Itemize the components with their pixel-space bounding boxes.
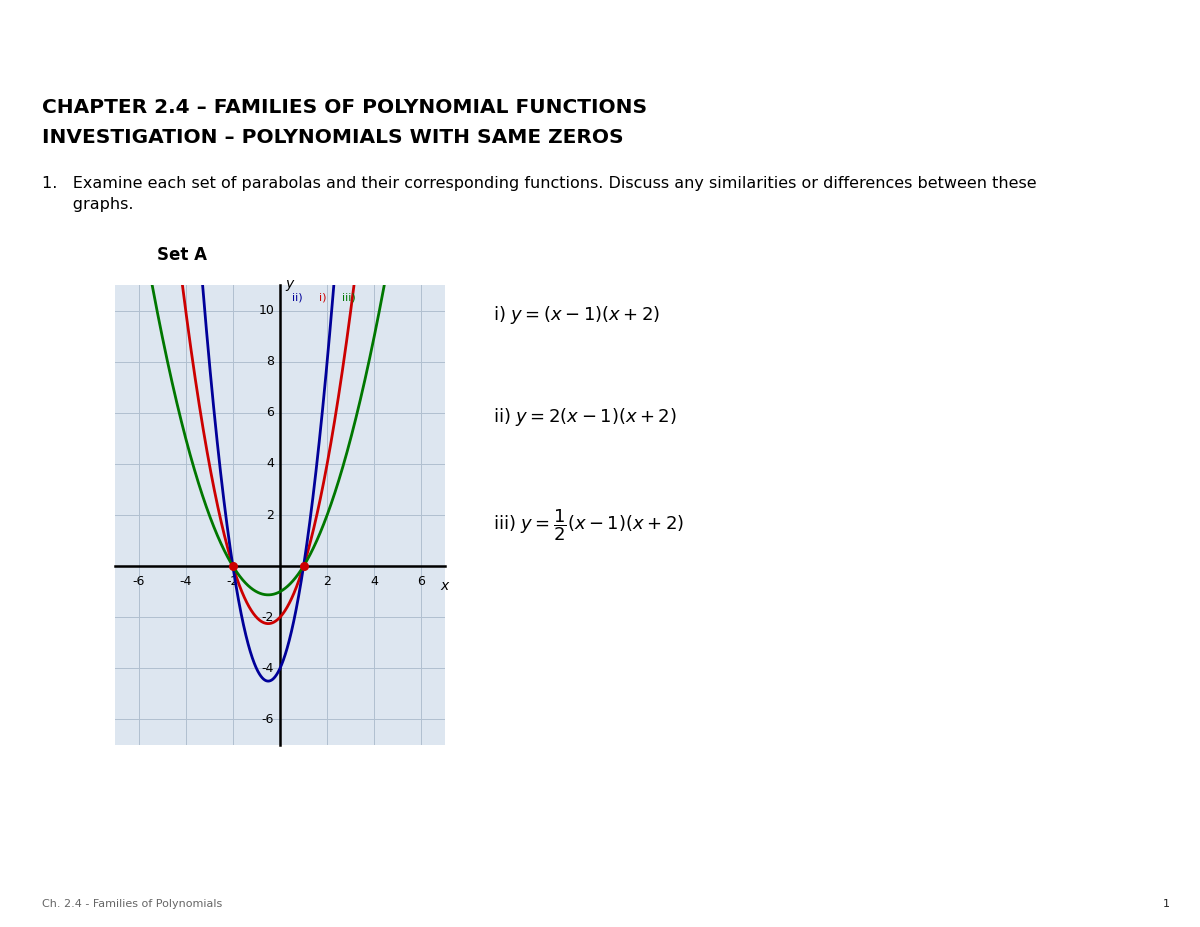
Text: ii) $y = 2(x - 1)(x + 2)$: ii) $y = 2(x - 1)(x + 2)$ xyxy=(493,405,677,427)
Text: $x$: $x$ xyxy=(439,578,450,593)
Text: -4: -4 xyxy=(180,575,192,588)
Text: Set A: Set A xyxy=(157,246,208,264)
Text: iii) $y = \dfrac{1}{2}(x - 1)(x + 2)$: iii) $y = \dfrac{1}{2}(x - 1)(x + 2)$ xyxy=(493,507,684,543)
Text: -4: -4 xyxy=(262,662,274,675)
Text: -6: -6 xyxy=(132,575,145,588)
Text: -2: -2 xyxy=(262,611,274,624)
Text: ii): ii) xyxy=(292,293,302,303)
Text: $y$: $y$ xyxy=(284,277,295,293)
Text: Ch. 2.4 - Families of Polynomials: Ch. 2.4 - Families of Polynomials xyxy=(42,899,222,909)
Text: -2: -2 xyxy=(227,575,239,588)
Text: 10: 10 xyxy=(258,304,274,317)
Text: CHAPTER 2.4 – FAMILIES OF POLYNOMIAL FUNCTIONS: CHAPTER 2.4 – FAMILIES OF POLYNOMIAL FUN… xyxy=(42,98,647,117)
Text: 1.   Examine each set of parabolas and their corresponding functions. Discuss an: 1. Examine each set of parabolas and the… xyxy=(42,176,1037,212)
Text: i) $y = (x - 1)(x + 2)$: i) $y = (x - 1)(x + 2)$ xyxy=(493,303,660,325)
Text: 8: 8 xyxy=(266,355,274,368)
Text: 1: 1 xyxy=(1163,899,1170,909)
Text: -6: -6 xyxy=(262,713,274,726)
Text: 4: 4 xyxy=(266,457,274,470)
Text: 2: 2 xyxy=(323,575,331,588)
Text: 4: 4 xyxy=(371,575,378,588)
Text: 6: 6 xyxy=(418,575,425,588)
Text: 6: 6 xyxy=(266,406,274,419)
Text: INVESTIGATION – POLYNOMIALS WITH SAME ZEROS: INVESTIGATION – POLYNOMIALS WITH SAME ZE… xyxy=(42,128,624,147)
Text: i): i) xyxy=(319,293,326,303)
Text: iii): iii) xyxy=(342,293,356,303)
Text: 2: 2 xyxy=(266,509,274,522)
